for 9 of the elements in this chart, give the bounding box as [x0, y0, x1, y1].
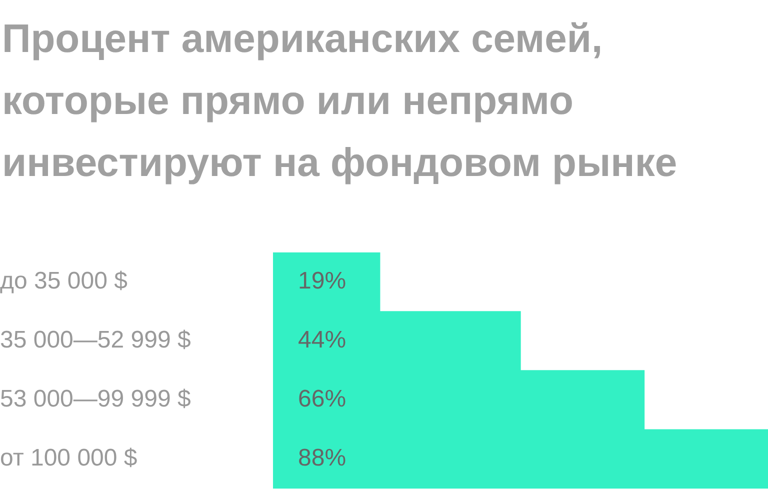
y-tick-label: 53 000—99 999 $: [0, 386, 191, 413]
data-label: 66%: [298, 386, 346, 413]
data-label: 88%: [298, 444, 346, 472]
chart-title: Процент американских семей, которые прямо или непрямо инвестируют на фондовом рынке: [1, 16, 678, 187]
data-label: 19%: [298, 268, 346, 295]
y-tick-label: от 100 000 $: [0, 444, 138, 472]
y-tick-label: 35 000—52 999 $: [0, 326, 191, 354]
y-tick-label: до 35 000 $: [0, 268, 128, 295]
data-label: 44%: [298, 326, 346, 354]
